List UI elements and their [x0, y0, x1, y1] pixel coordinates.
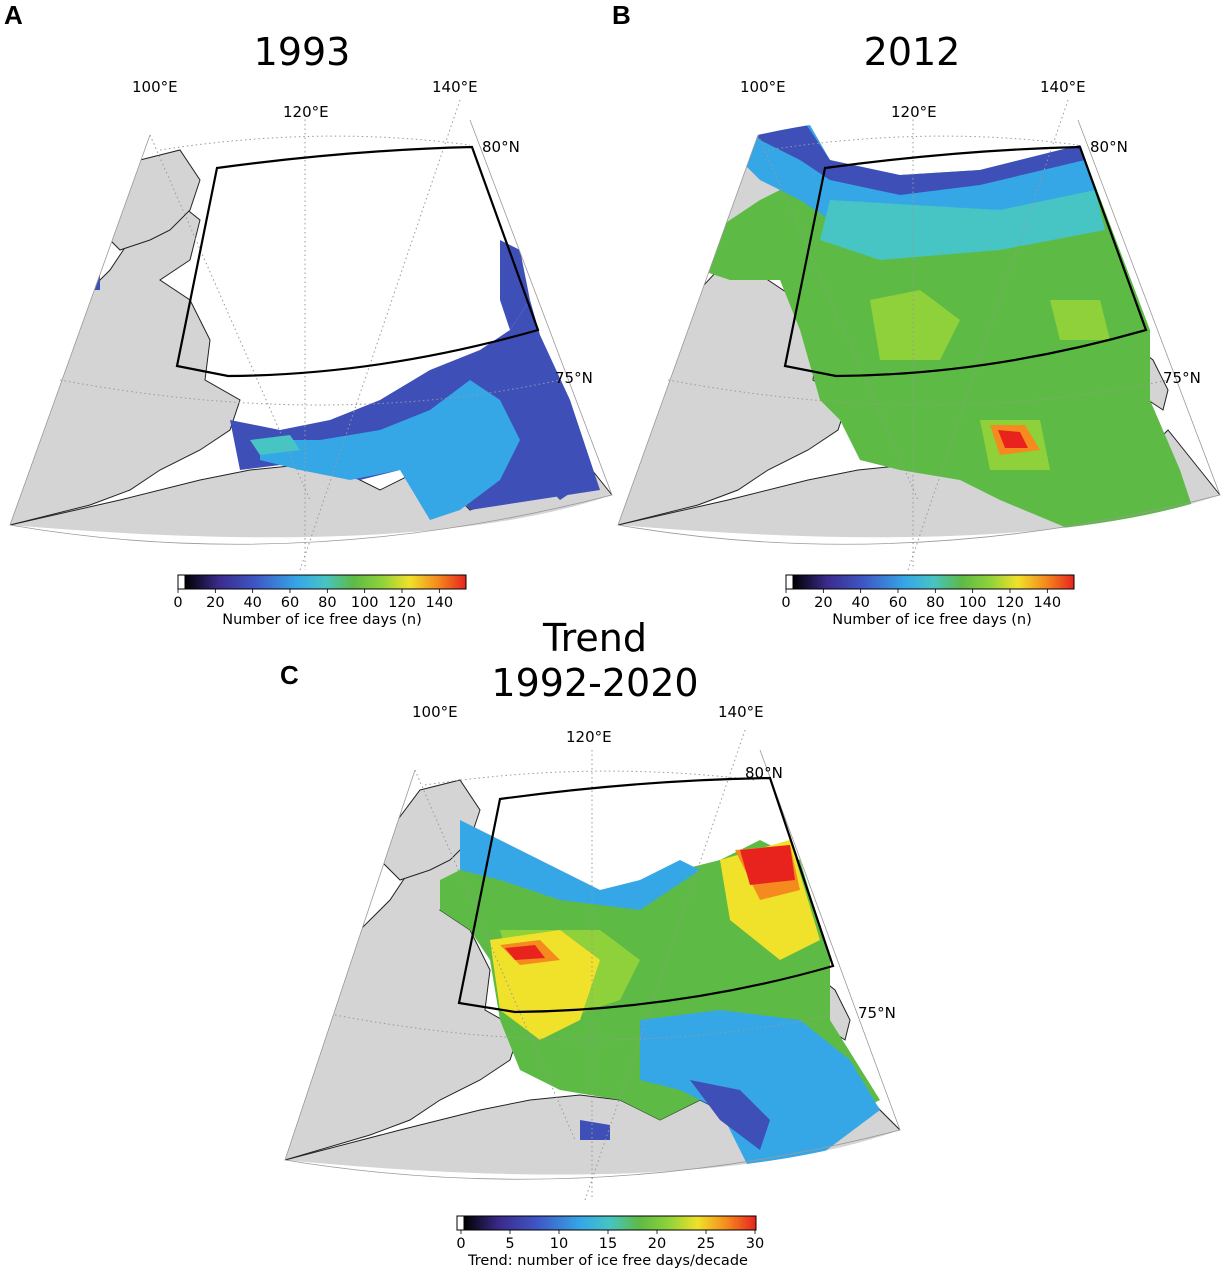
colorbar-b-tick-80: 80 [926, 595, 944, 611]
colorbar-c-tick-0: 0 [456, 1236, 465, 1252]
colorbar-a-tick-80: 80 [318, 595, 336, 611]
colorbar-c-tick-25: 25 [697, 1236, 715, 1252]
panel-a-title: 1993 [253, 30, 351, 74]
panel-c-title: Trend 1992-2020 [470, 616, 720, 706]
colorbar-c-label: Trend: number of ice free days/decade [467, 1253, 748, 1269]
colorbar-b-tick-140: 140 [1033, 595, 1061, 611]
panel-letter-a: A [4, 0, 23, 30]
label-120e-b: 120°E [891, 103, 937, 121]
label-140e-c: 140°E [718, 703, 764, 721]
colorbar-b-tick-100: 100 [959, 595, 987, 611]
label-120e-c: 120°E [566, 728, 612, 746]
colorbar-a-tick-120: 120 [388, 595, 416, 611]
panel-b-title: 2012 [863, 30, 961, 74]
label-75n-b: 75°N [1163, 369, 1201, 387]
colorbar-c-tick-15: 15 [599, 1236, 617, 1252]
meridian-140e-a [299, 99, 461, 571]
colorbar-c-tick-30: 30 [746, 1236, 764, 1252]
colorbar-b-tick-40: 40 [851, 595, 869, 611]
label-140e-b: 140°E [1040, 78, 1086, 96]
parallel-75n-a [59, 379, 561, 406]
colorbar-c: 0 5 10 15 20 25 30 Trend: number of ice free d… [456, 1215, 764, 1269]
label-75n-a: 75°N [555, 369, 593, 387]
panel-letter-c: C [280, 660, 299, 690]
parallel-80n-a [159, 135, 471, 151]
label-100e-b: 100°E [740, 78, 786, 96]
label-80n-b: 80°N [1090, 138, 1128, 156]
trend-field-c [440, 820, 880, 1175]
panel-c-title-line1: Trend [543, 616, 647, 660]
panel-letter-b: B [612, 0, 631, 30]
ice-free-field-b [700, 112, 1200, 538]
label-75n-c: 75°N [858, 1004, 896, 1022]
label-100e-a: 100°E [132, 78, 178, 96]
colorbar-a-tick-0: 0 [173, 595, 182, 611]
colorbar-a-tick-100: 100 [351, 595, 379, 611]
colorbar-b-tick-120: 120 [996, 595, 1024, 611]
colorbar-a-tick-20: 20 [206, 595, 224, 611]
colorbar-b-tick-20: 20 [814, 595, 832, 611]
study-box-a [175, 145, 540, 378]
label-140e-a: 140°E [432, 78, 478, 96]
colorbar-a: 0 20 40 60 80 100 120 140 Number of ice free da… [173, 574, 467, 628]
study-box-b [783, 145, 1148, 378]
colorbar-a-tick-40: 40 [243, 595, 261, 611]
study-box-c [457, 776, 835, 1014]
colorbar-b-label: Number of ice free days (n) [832, 612, 1032, 628]
label-100e-c: 100°E [412, 703, 458, 721]
colorbar-a-label: Number of ice free days (n) [222, 612, 422, 628]
colorbar-a-tick-140: 140 [425, 595, 453, 611]
colorbar-c-tick-10: 10 [550, 1236, 568, 1252]
map-panel-c: 100°E 120°E 140°E 80°N 75°N [284, 703, 901, 1201]
meridian-100e-a [149, 134, 311, 501]
label-80n-c: 80°N [745, 764, 783, 782]
label-120e-a: 120°E [283, 103, 329, 121]
panel-c-title-line2: 1992-2020 [491, 660, 699, 705]
colorbar-c-tick-5: 5 [505, 1236, 514, 1252]
map-panel-b: 100°E 120°E 140°E 80°N 75°N [617, 78, 1221, 571]
colorbar-b-tick-60: 60 [889, 595, 907, 611]
ice-free-field-a [85, 240, 600, 520]
colorbar-a-tick-60: 60 [281, 595, 299, 611]
colorbar-c-tick-20: 20 [648, 1236, 666, 1252]
label-80n-a: 80°N [482, 138, 520, 156]
colorbar-b-tick-0: 0 [781, 595, 790, 611]
map-panel-a: 100°E 120°E 140°E 80°N 75°N [9, 78, 613, 571]
colorbar-b: 0 20 40 60 80 100 120 140 Number of ice free da… [781, 574, 1075, 628]
